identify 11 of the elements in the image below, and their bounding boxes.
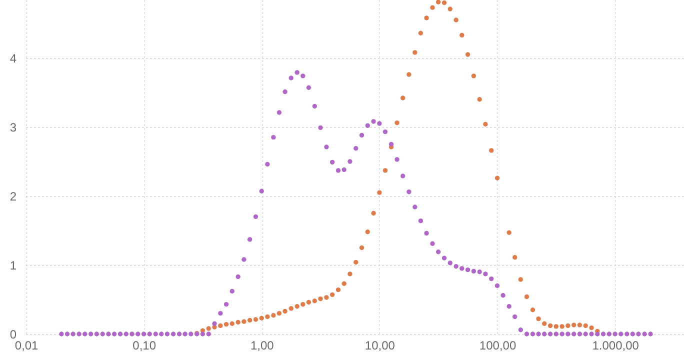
y-tick-label: 0 <box>10 328 17 342</box>
x-tick-label: 0,01 <box>14 338 38 352</box>
y-tick-label: 1 <box>10 258 17 272</box>
x-tick-label: 10,00 <box>364 338 396 352</box>
y-tick-label: 4 <box>10 51 17 66</box>
x-tick-label: 100,00 <box>479 338 516 352</box>
y-tick-label: 3 <box>10 120 17 134</box>
x-tick-label: 1,00 <box>250 338 274 352</box>
x-tick-label: 0,10 <box>132 338 156 352</box>
y-tick-label: 2 <box>10 189 17 204</box>
x-tick-label: 1.000,00 <box>592 338 640 352</box>
